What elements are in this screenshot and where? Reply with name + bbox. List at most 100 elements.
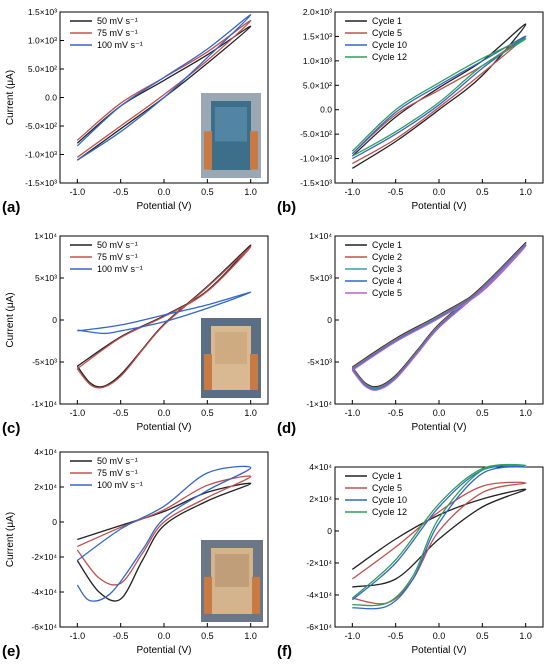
y-tick-label: 5×10³ bbox=[310, 273, 332, 283]
legend-entry: 50 mV s⁻¹ bbox=[97, 16, 138, 26]
y-tick-label: -5.0×10² bbox=[25, 121, 57, 131]
x-tick-label: -0.5 bbox=[388, 631, 404, 641]
legend-entry: Cycle 1 bbox=[372, 16, 402, 26]
y-tick-label: 1.5×10³ bbox=[28, 7, 57, 17]
legend-entry: 75 mV s⁻¹ bbox=[97, 252, 138, 262]
legend-entry: Cycle 10 bbox=[372, 40, 407, 50]
panel-label: (c) bbox=[2, 420, 20, 437]
y-tick-label: -5×10³ bbox=[307, 357, 332, 367]
y-tick-label: -6×10⁴ bbox=[306, 622, 332, 632]
x-tick-label: 0.0 bbox=[158, 187, 171, 197]
x-tick-label: 1.0 bbox=[244, 187, 257, 197]
x-tick-label: -1.0 bbox=[345, 408, 361, 418]
y-tick-label: 0.0 bbox=[45, 93, 57, 103]
y-tick-label: 4×10⁴ bbox=[309, 462, 332, 472]
x-axis-label: Potential (V) bbox=[411, 422, 466, 433]
legend-entry: Cycle 5 bbox=[372, 28, 402, 38]
y-tick-label: -2×10⁴ bbox=[31, 552, 57, 562]
y-tick-label: 4×10⁴ bbox=[34, 447, 57, 457]
wood-grain-electrode-photo bbox=[201, 540, 263, 622]
y-tick-label: 5.0×10² bbox=[28, 64, 57, 74]
x-axis-label: Potential (V) bbox=[136, 645, 191, 656]
panel-label: (b) bbox=[277, 199, 296, 216]
inset-electrode-texture bbox=[215, 332, 247, 364]
inset-copper-tape-left bbox=[204, 354, 212, 390]
legend-entry: Cycle 5 bbox=[372, 288, 402, 298]
x-tick-label: 0.0 bbox=[433, 408, 446, 418]
series-line-2 bbox=[76, 465, 252, 602]
legend-entry: Cycle 12 bbox=[372, 52, 407, 62]
y-tick-label: 2.0×10³ bbox=[303, 7, 332, 17]
x-tick-label: 0.0 bbox=[433, 631, 446, 641]
x-axis-label: Potential (V) bbox=[411, 201, 466, 212]
series-line-2 bbox=[351, 35, 527, 160]
y-tick-label: 0 bbox=[52, 315, 57, 325]
x-tick-label: 0.5 bbox=[201, 408, 214, 418]
series-line-1 bbox=[76, 475, 252, 586]
y-tick-label: 1.0×10³ bbox=[303, 56, 332, 66]
series-line-4 bbox=[351, 245, 527, 391]
x-tick-label: -0.5 bbox=[113, 631, 129, 641]
x-tick-label: 1.0 bbox=[519, 187, 532, 197]
x-tick-label: -1.0 bbox=[345, 187, 361, 197]
y-tick-label: -1×10⁴ bbox=[306, 399, 332, 409]
series-line-1 bbox=[76, 19, 252, 158]
blue-coated-electrode-photo bbox=[201, 93, 261, 178]
chart-panel-2: -1.0 -0.5 0.0 0.5 1.0 -1×10⁴ -5×10³ 0 5×10³ 1×10⁴… bbox=[2, 231, 269, 437]
legend-entry: Cycle 2 bbox=[372, 252, 402, 262]
y-tick-label: -4×10⁴ bbox=[306, 590, 332, 600]
legend-entry: Cycle 1 bbox=[372, 471, 402, 481]
legend-entry: 100 mV s⁻¹ bbox=[97, 480, 143, 490]
x-tick-label: 0.5 bbox=[476, 187, 489, 197]
inset-copper-tape-right bbox=[252, 576, 260, 614]
y-tick-label: -5.0×10² bbox=[300, 129, 332, 139]
x-tick-label: 0.5 bbox=[476, 408, 489, 418]
legend-entry: 75 mV s⁻¹ bbox=[97, 468, 138, 478]
y-tick-label: 1.0×10³ bbox=[28, 36, 57, 46]
y-axis-label: Current (μA) bbox=[5, 512, 16, 567]
legend-entry: 50 mV s⁻¹ bbox=[97, 456, 138, 466]
y-tick-label: -4×10⁴ bbox=[31, 587, 57, 597]
series-line-2 bbox=[76, 14, 252, 161]
x-axis-label: Potential (V) bbox=[136, 422, 191, 433]
legend-entry: Cycle 5 bbox=[372, 483, 402, 493]
chart-panel-4: -1.0 -0.5 0.0 0.5 1.0 -6×10⁴ -4×10⁴ -2×10⁴ 0 2×10… bbox=[2, 447, 269, 660]
x-tick-label: 1.0 bbox=[244, 408, 257, 418]
inset-copper-tape-left bbox=[204, 131, 212, 170]
inset-copper-tape-right bbox=[250, 131, 258, 170]
legend-entry: Cycle 4 bbox=[372, 276, 402, 286]
y-tick-label: 0 bbox=[52, 517, 57, 527]
x-tick-label: -1.0 bbox=[70, 631, 86, 641]
legend-entry: Cycle 1 bbox=[372, 240, 402, 250]
y-tick-label: -6×10⁴ bbox=[31, 622, 57, 632]
legend-entry: Cycle 12 bbox=[372, 507, 407, 517]
panel-label: (e) bbox=[2, 643, 20, 660]
series-line-2 bbox=[77, 291, 252, 335]
y-tick-label: 1×10⁴ bbox=[309, 231, 332, 241]
y-axis-label: Current (μA) bbox=[5, 292, 16, 347]
y-tick-label: 2×10⁴ bbox=[309, 494, 332, 504]
chart-panel-1: -1.0 -0.5 0.0 0.5 1.0 -1.5×10³ -1.0×10³ -5.0×10… bbox=[277, 7, 544, 216]
y-tick-label: 0 bbox=[327, 315, 332, 325]
x-axis-label: Potential (V) bbox=[136, 201, 191, 212]
series-line-0 bbox=[351, 488, 527, 588]
x-tick-label: -0.5 bbox=[113, 408, 129, 418]
x-tick-label: 0.0 bbox=[158, 408, 171, 418]
y-tick-label: -1.5×10³ bbox=[25, 178, 57, 188]
y-axis-label: Current (μA) bbox=[5, 70, 16, 125]
series-line-1 bbox=[351, 481, 527, 605]
series-line-0 bbox=[351, 23, 527, 169]
legend-entry: 100 mV s⁻¹ bbox=[97, 264, 143, 274]
x-tick-label: -0.5 bbox=[388, 187, 404, 197]
y-tick-label: -1.0×10³ bbox=[300, 154, 332, 164]
panel-label: (a) bbox=[2, 199, 20, 216]
series-line-3 bbox=[351, 463, 527, 607]
legend-entry: Cycle 10 bbox=[372, 495, 407, 505]
inset-copper-tape-left bbox=[204, 576, 212, 614]
y-tick-label: -5×10³ bbox=[32, 357, 57, 367]
panel-label: (d) bbox=[277, 420, 296, 437]
light-wood-electrode-photo bbox=[201, 318, 261, 398]
x-tick-label: 0.0 bbox=[158, 631, 171, 641]
legend-entry: 100 mV s⁻¹ bbox=[97, 40, 143, 50]
